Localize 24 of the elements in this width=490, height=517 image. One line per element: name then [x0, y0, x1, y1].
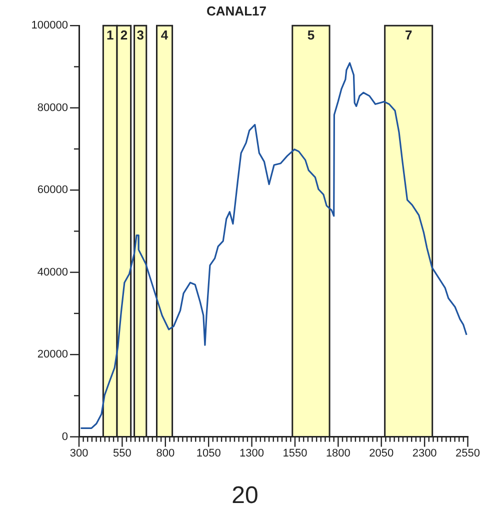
band-label: 1 [106, 28, 114, 43]
band-label: 5 [307, 28, 315, 43]
text: 20 [230, 482, 260, 510]
y-tick-label: 60000 [37, 184, 68, 196]
x-tick-label: 300 [70, 447, 88, 460]
x-tick-label: 2550 [456, 447, 480, 460]
x-tick-label: 1800 [326, 447, 350, 460]
y-tick-label: 0 [62, 430, 68, 443]
y-tick-label: 80000 [37, 102, 68, 114]
band-label: 7 [404, 28, 412, 43]
band-label: 2 [120, 28, 128, 43]
x-tick-label: 2300 [412, 447, 437, 460]
chart-title: CANAL17 [206, 3, 266, 18]
x-tick-label: 800 [156, 447, 175, 460]
band-label: 3 [136, 28, 144, 43]
x-tick-label: 1550 [282, 447, 308, 460]
x-tick-label: 550 [113, 447, 132, 460]
band-label: 4 [160, 28, 169, 43]
x-tick-label: 1050 [196, 447, 221, 460]
y-tick-label: 40000 [37, 266, 68, 278]
x-tick-label: 1300 [240, 447, 264, 460]
x-tick-label: 2050 [369, 447, 394, 460]
y-tick-label: 20000 [37, 348, 68, 361]
y-tick-label: 100000 [31, 20, 68, 32]
